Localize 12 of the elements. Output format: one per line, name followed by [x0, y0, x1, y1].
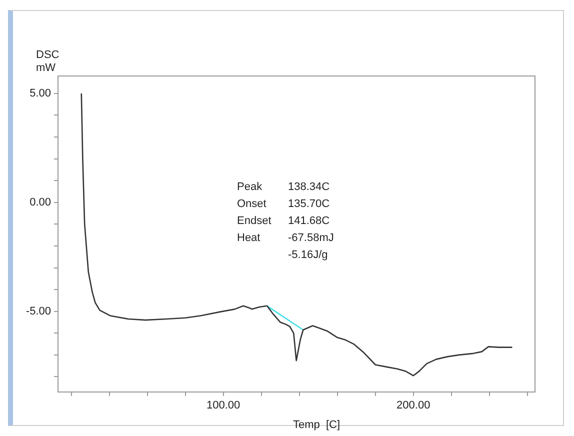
annotation: -5.16J/g [288, 249, 328, 261]
text: Endset 141.68C [237, 215, 330, 227]
x-tick-label: 100.00 [206, 400, 240, 412]
y-axis-title: DSC mW [36, 49, 60, 74]
x-tick-label: 200.00 [396, 400, 430, 412]
y-tick-label: 5.00 [30, 87, 51, 100]
text: Peak 138.34C [237, 181, 330, 193]
y-tick-label: -5.00 [26, 305, 51, 318]
text: Heat -67.58mJ [237, 232, 334, 244]
x-axis-title: Temp [C] [292, 419, 340, 431]
text: Onset 135.70C [237, 198, 330, 210]
y-tick-label: 0.00 [30, 196, 51, 208]
